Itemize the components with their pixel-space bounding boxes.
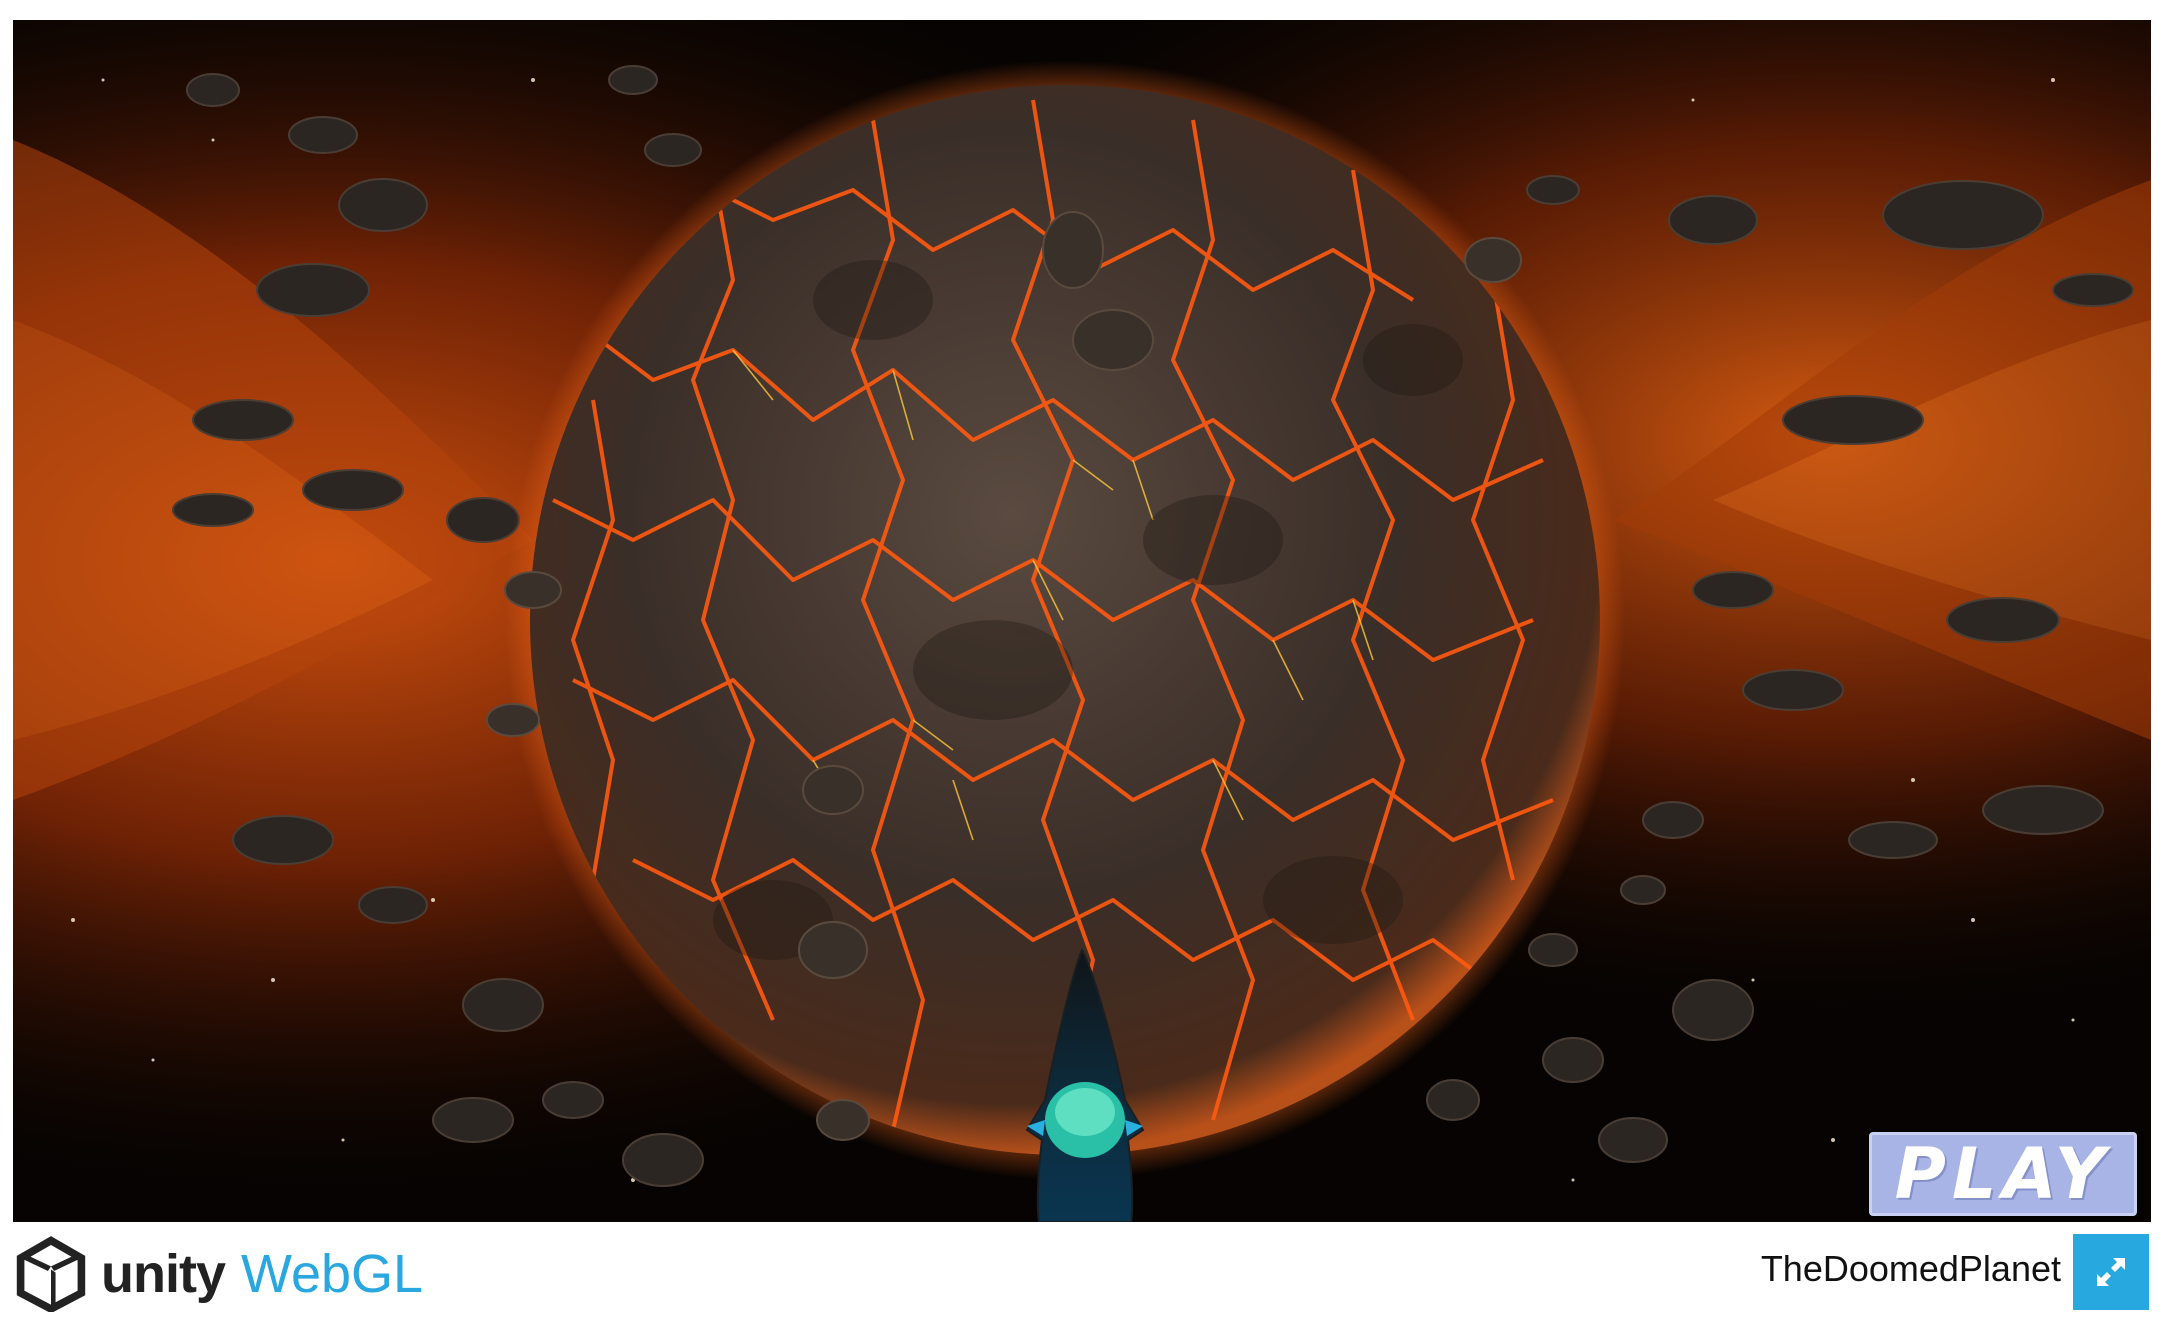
game-title: TheDoomedPlanet [1761,1248,2061,1290]
play-label: PLAY [1895,1139,2112,1209]
game-scene [13,20,2151,1222]
play-button[interactable]: PLAY [1869,1132,2137,1216]
fullscreen-button[interactable] [2073,1234,2149,1310]
fullscreen-icon [2091,1252,2131,1292]
unity-wordmark: unity [101,1243,225,1305]
game-canvas[interactable]: PLAY [13,20,2151,1222]
unity-icon [13,1236,89,1312]
webgl-wordmark: WebGL [241,1243,423,1305]
unity-webgl-logo[interactable]: unity WebGL [13,1234,423,1314]
webgl-footer: unity WebGL TheDoomedPlanet [0,1222,2164,1330]
